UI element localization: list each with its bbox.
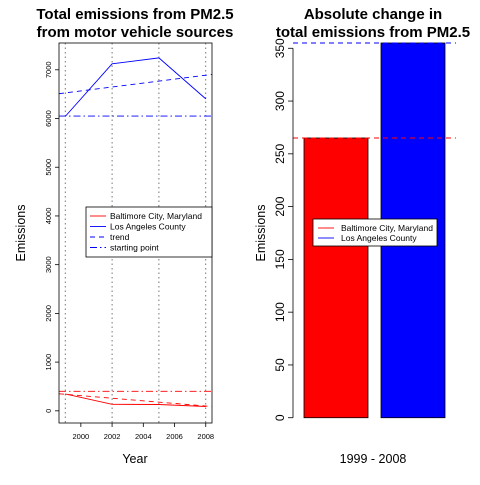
chart-title-line-2: from motor vehicle sources xyxy=(37,24,234,41)
y-tick-label: 1000 xyxy=(44,354,53,371)
chart-title-line-1: Total emissions from PM2.5 xyxy=(36,6,233,23)
y-tick-label: 4000 xyxy=(44,208,53,225)
x-axis-label: Year xyxy=(122,452,147,466)
y-tick-label: 100 xyxy=(273,302,287,322)
x-tick-label: 2004 xyxy=(135,432,152,441)
y-tick-label: 7000 xyxy=(44,61,53,78)
x-tick-label: 2008 xyxy=(197,432,214,441)
legend-label: Baltimore City, Maryland xyxy=(341,223,433,233)
legend-label: starting point xyxy=(110,243,159,253)
legend-label: Baltimore City, Maryland xyxy=(110,211,202,221)
y-tick-label: 350 xyxy=(273,38,287,58)
y-tick-label: 300 xyxy=(273,91,287,111)
chart-title-line-2: total emissions from PM2.5 xyxy=(276,24,470,41)
legend-label: Los Angeles County xyxy=(341,233,417,243)
y-tick-label: 6000 xyxy=(44,110,53,127)
y-tick-label: 5000 xyxy=(44,159,53,176)
y-tick-label: 3000 xyxy=(44,256,53,273)
y-tick-label: 200 xyxy=(273,196,287,216)
y-axis-label: Emissions xyxy=(14,205,28,262)
y-tick-label: 0 xyxy=(273,414,287,421)
x-tick-label: 2000 xyxy=(73,432,90,441)
series-line xyxy=(65,58,206,117)
chart-title-line-1: Absolute change in xyxy=(304,6,442,23)
x-axis-label: 1999 - 2008 xyxy=(340,452,407,466)
x-tick-label: 2006 xyxy=(166,432,183,441)
y-tick-label: 50 xyxy=(273,358,287,372)
y-axis-label: Emissions xyxy=(254,205,268,262)
y-tick-label: 250 xyxy=(273,144,287,164)
legend-label: trend xyxy=(110,232,130,242)
y-tick-label: 2000 xyxy=(44,305,53,322)
y-tick-label: 0 xyxy=(44,409,53,413)
bar xyxy=(304,138,368,418)
x-tick-label: 2002 xyxy=(104,432,121,441)
y-tick-label: 150 xyxy=(273,249,287,269)
legend-label: Los Angeles County xyxy=(110,222,186,232)
